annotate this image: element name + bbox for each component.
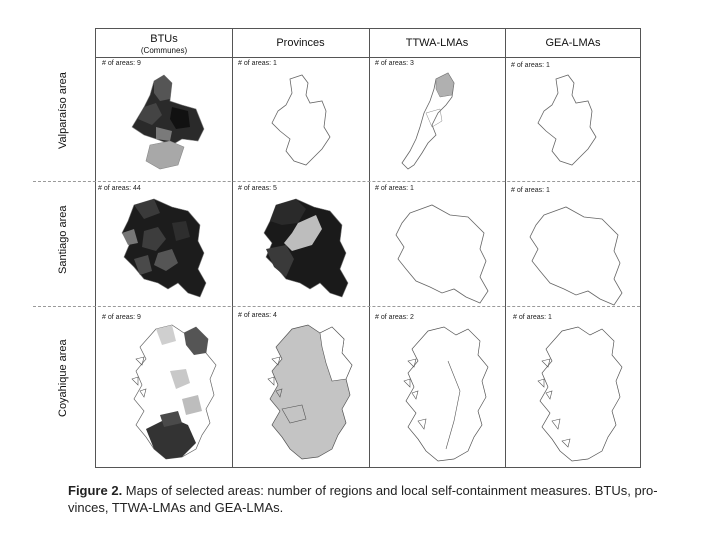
col-header-sub: (Communes) xyxy=(140,46,188,55)
area-count: # of areas: 2 xyxy=(375,314,414,321)
area-count: # of areas: 9 xyxy=(102,60,141,67)
area-count: # of areas: 4 xyxy=(238,312,277,319)
grid-divider xyxy=(96,57,640,58)
figure-caption: Figure 2. Maps of selected areas: number… xyxy=(68,482,668,516)
caption-line2: vinces, TTWA-LMAs and GEA-LMAs. xyxy=(68,500,284,515)
col-header-label: GEA-LMAs xyxy=(545,37,601,49)
area-count: # of areas: 3 xyxy=(375,60,414,67)
grid-divider xyxy=(33,306,640,307)
area-count: # of areas: 1 xyxy=(511,187,550,194)
area-count: # of areas: 1 xyxy=(513,314,552,321)
area-count: # of areas: 1 xyxy=(238,60,277,67)
col-header-label: BTUs xyxy=(150,33,178,45)
area-count: # of areas: 1 xyxy=(375,185,414,192)
row-label-coyahique: Coyahique area xyxy=(57,339,69,417)
col-header-btus: BTUs (Communes) xyxy=(96,29,232,57)
col-header-label: TTWA-LMAs xyxy=(405,37,469,49)
figure-grid: BTUs (Communes) Provinces TTWA-LMAs GEA-… xyxy=(33,28,641,468)
grid-divider xyxy=(369,29,370,467)
caption-line1: Maps of selected areas: number of region… xyxy=(122,483,658,498)
area-count: # of areas: 5 xyxy=(238,185,277,192)
grid-divider xyxy=(33,181,640,182)
grid-divider xyxy=(505,29,506,467)
area-count: # of areas: 9 xyxy=(102,314,141,321)
col-header-gea: GEA-LMAs xyxy=(505,29,641,57)
row-label-valparaiso: Valparaíso area xyxy=(57,72,69,149)
col-header-label: Provinces xyxy=(276,37,325,49)
col-header-provinces: Provinces xyxy=(232,29,369,57)
col-header-ttwa: TTWA-LMAs xyxy=(369,29,505,57)
area-count: # of areas: 1 xyxy=(511,62,550,69)
row-label-santiago: Santiago area xyxy=(57,205,69,275)
grid-divider xyxy=(232,29,233,467)
caption-label: Figure 2. xyxy=(68,483,123,498)
area-count: # of areas: 44 xyxy=(98,185,141,192)
